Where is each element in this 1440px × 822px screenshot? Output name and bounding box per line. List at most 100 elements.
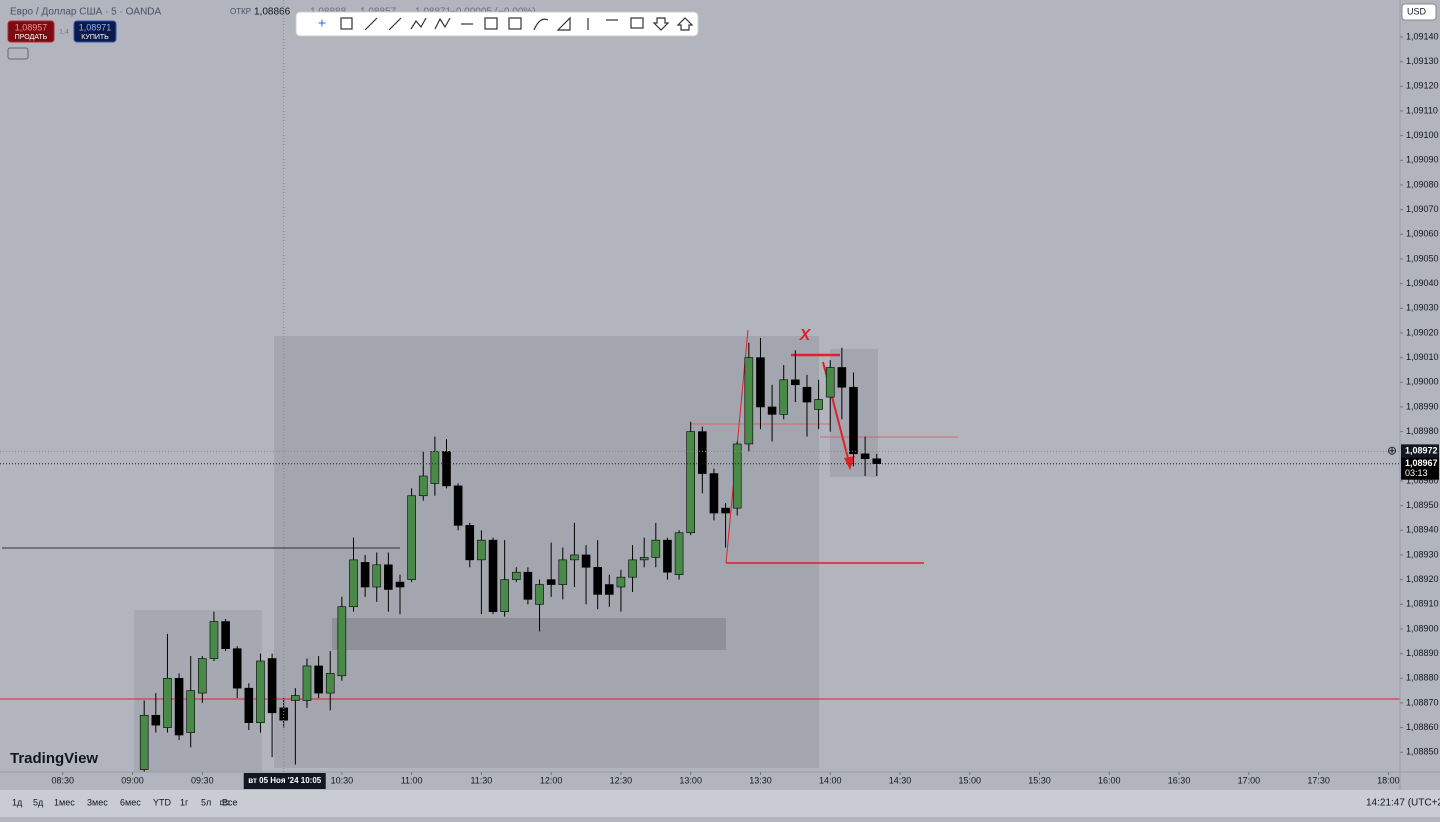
candle-body — [488, 539, 498, 612]
period-button[interactable]: 3мес — [87, 797, 108, 807]
candle-body — [139, 714, 149, 770]
y-tick-label: 1,09120 — [1406, 81, 1439, 91]
y-tick-label: 1,09100 — [1406, 130, 1439, 140]
candle-body — [860, 453, 870, 460]
tool-date[interactable] — [508, 17, 522, 30]
last-price-label: 1,08967 — [1405, 458, 1438, 468]
countdown: 03:13 — [1405, 468, 1428, 478]
candle-body — [430, 451, 440, 484]
x-tick-label: 15:00 — [959, 775, 982, 785]
y-tick-label: 1,08910 — [1406, 599, 1439, 609]
candle-body — [384, 564, 393, 590]
currency-button[interactable] — [1401, 3, 1437, 21]
x-tick-label: 14:00 — [819, 775, 842, 785]
candle-body — [814, 399, 823, 410]
candle-body — [163, 677, 172, 728]
sell-label: ПРОДАТЬ — [15, 34, 48, 41]
candle-body — [732, 443, 742, 509]
date-range-button[interactable]: ▭ — [219, 795, 230, 809]
collapse-button[interactable] — [7, 47, 29, 60]
candle-body — [558, 559, 568, 585]
x-tick-label: 18:00 — [1377, 775, 1400, 785]
candle-body — [511, 571, 521, 580]
sell-button[interactable] — [7, 20, 55, 43]
candle-body — [593, 566, 602, 595]
tool-fib[interactable] — [556, 16, 571, 31]
x-tick-label: 12:30 — [610, 775, 633, 785]
y-tick-label: 1,08850 — [1406, 747, 1439, 757]
x-tick-label: 17:30 — [1307, 775, 1330, 785]
candle-body — [291, 695, 300, 701]
tool-callout[interactable] — [630, 17, 644, 29]
candle-body — [709, 473, 719, 514]
logo: TradingView — [10, 750, 98, 767]
candle-body — [639, 557, 649, 561]
tool-pattern[interactable] — [434, 17, 451, 30]
candle-body — [453, 485, 463, 526]
buy-button[interactable] — [73, 20, 117, 43]
x-tick-label: 17:00 — [1238, 775, 1261, 785]
candle-body — [232, 648, 242, 689]
tool-curve[interactable] — [533, 18, 549, 31]
candle-body — [372, 564, 382, 588]
candle-body — [209, 621, 219, 659]
tool-rect[interactable] — [340, 17, 353, 30]
candle-body — [221, 621, 230, 649]
candle-body — [698, 431, 707, 474]
candle-body — [302, 665, 312, 701]
tool-line[interactable] — [364, 17, 378, 31]
symbol: Евро / Доллар США · 5 · OANDA — [10, 7, 162, 18]
tool-cross[interactable]: + — [318, 15, 326, 31]
candle-body — [407, 495, 416, 580]
candle-body — [198, 658, 207, 694]
x-tick-label: 10:30 — [331, 775, 354, 785]
candle-body — [267, 658, 277, 714]
period-button[interactable]: 5д — [33, 797, 44, 807]
period-button[interactable]: 5л — [201, 797, 211, 807]
y-tick-label: 1,09030 — [1406, 303, 1439, 313]
y-tick-label: 1,08920 — [1406, 574, 1439, 584]
period-button[interactable]: 1г — [180, 797, 189, 807]
candle-body — [325, 673, 335, 694]
crosshair-y-box — [1401, 444, 1439, 459]
zone — [274, 336, 819, 768]
candle-body — [360, 562, 370, 588]
candle-body — [744, 357, 754, 445]
candle-body — [628, 559, 637, 578]
open-label: ОТКР — [230, 7, 251, 16]
bottom-bar — [0, 790, 1440, 817]
y-tick-label: 1,08860 — [1406, 722, 1439, 732]
y-tick-label: 1,08940 — [1406, 525, 1439, 535]
candle-body — [535, 584, 544, 605]
crosshair-y-label: 1,08972 — [1405, 446, 1438, 456]
candle-body — [570, 554, 579, 561]
candle-body — [605, 584, 614, 595]
tool-arrow-down[interactable] — [652, 17, 670, 31]
x-tick-label: 12:00 — [540, 775, 563, 785]
candle-body — [418, 475, 428, 497]
tool-ray[interactable] — [388, 17, 402, 31]
y-tick-label: 1,09040 — [1406, 278, 1439, 288]
period-button[interactable]: 6мес — [120, 797, 141, 807]
y-tick-label: 1,08880 — [1406, 673, 1439, 683]
candle-body — [314, 665, 323, 694]
y-tick-label: 1,09130 — [1406, 56, 1439, 66]
x-tick-label: 15:30 — [1028, 775, 1051, 785]
period-button[interactable]: 1мес — [54, 797, 75, 807]
zone — [134, 610, 262, 772]
y-tick-label: 1,09110 — [1406, 105, 1438, 115]
candle-body — [872, 458, 882, 464]
candle-body — [802, 386, 812, 403]
y-tick-label: 1,09080 — [1406, 179, 1439, 189]
period-button[interactable]: YTD — [153, 797, 172, 807]
period-button[interactable]: Все — [222, 797, 238, 807]
candle-body — [500, 579, 509, 612]
tool-range[interactable] — [484, 17, 498, 30]
x-tick-label: 16:30 — [1168, 775, 1191, 785]
tool-path[interactable] — [410, 17, 427, 30]
period-button[interactable]: 1д — [12, 797, 23, 807]
tool-arrow-up[interactable] — [676, 17, 694, 31]
candle-body — [174, 677, 184, 736]
y-tick-label: 1,08950 — [1406, 500, 1439, 510]
